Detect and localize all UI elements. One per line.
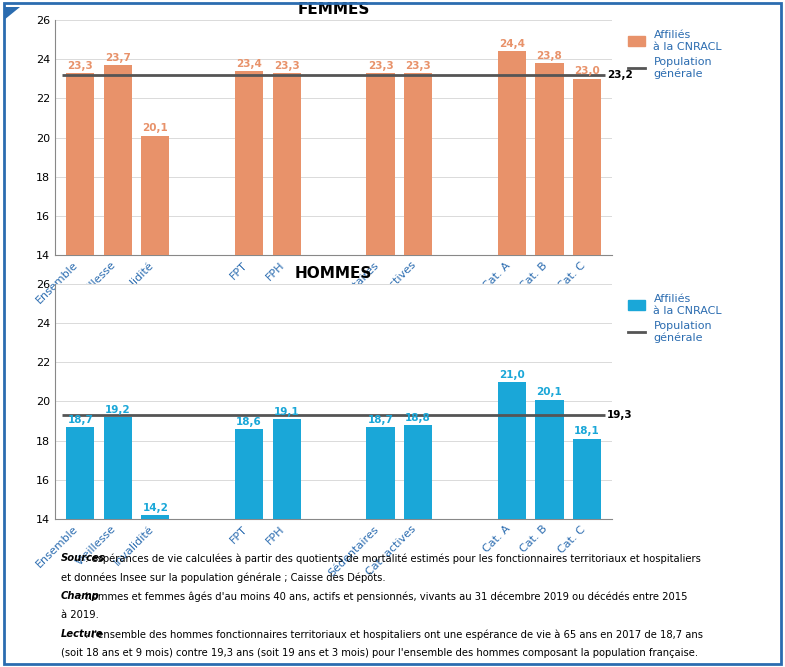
Bar	[235, 429, 263, 519]
Bar	[573, 439, 601, 519]
Bar	[104, 65, 132, 255]
Text: 23,0: 23,0	[574, 67, 600, 77]
Bar	[66, 427, 94, 519]
Text: 23,3: 23,3	[405, 61, 431, 71]
Text: 14,2: 14,2	[142, 503, 168, 513]
Bar	[367, 73, 395, 255]
Text: 20,1: 20,1	[537, 387, 562, 397]
Bar	[498, 382, 526, 519]
Text: (soit 18 ans et 9 mois) contre 19,3 ans (soit 19 ans et 3 mois) pour l'ensemble : (soit 18 ans et 9 mois) contre 19,3 ans …	[60, 648, 698, 658]
Title: HOMMES: HOMMES	[295, 266, 372, 281]
Legend: Affiliés
à la CNRACL, Population
générale: Affiliés à la CNRACL, Population général…	[623, 289, 726, 348]
Text: et données Insee sur la population générale ; Caisse des Dépôts.: et données Insee sur la population génér…	[60, 572, 385, 583]
Text: 18,1: 18,1	[574, 426, 600, 436]
Text: 18,7: 18,7	[367, 415, 393, 425]
Bar	[535, 400, 564, 519]
Bar	[535, 63, 564, 255]
Text: : espérances de vie calculées à partir des quotients de mortalité estimés pour l: : espérances de vie calculées à partir d…	[82, 553, 701, 564]
Bar	[66, 73, 94, 255]
Text: 18,7: 18,7	[68, 415, 93, 425]
Text: 23,2: 23,2	[607, 70, 633, 80]
Title: FEMMES: FEMMES	[298, 3, 370, 17]
Bar	[404, 73, 433, 255]
Text: 23,7: 23,7	[105, 53, 131, 63]
Text: : hommes et femmes âgés d'au moins 40 ans, actifs et pensionnés, vivants au 31 d: : hommes et femmes âgés d'au moins 40 an…	[76, 591, 688, 602]
Bar	[141, 515, 170, 519]
Legend: Affiliés
à la CNRACL, Population
générale: Affiliés à la CNRACL, Population général…	[623, 25, 726, 84]
Text: 18,6: 18,6	[236, 417, 262, 427]
Text: 20,1: 20,1	[142, 123, 168, 133]
Text: 21,0: 21,0	[499, 370, 525, 380]
Bar	[367, 427, 395, 519]
Bar	[498, 51, 526, 255]
Text: 23,3: 23,3	[367, 61, 393, 71]
Bar	[272, 73, 301, 255]
Text: 23,3: 23,3	[68, 61, 93, 71]
Text: 19,3: 19,3	[607, 410, 632, 420]
Text: à 2019.: à 2019.	[60, 610, 98, 620]
Text: 24,4: 24,4	[499, 39, 525, 49]
Text: 19,2: 19,2	[105, 405, 130, 415]
Bar	[104, 417, 132, 519]
Text: : l'ensemble des hommes fonctionnaires territoriaux et hospitaliers ont une espé: : l'ensemble des hommes fonctionnaires t…	[82, 630, 703, 640]
Bar	[573, 79, 601, 255]
Text: Champ: Champ	[60, 591, 99, 601]
Text: 19,1: 19,1	[274, 407, 300, 417]
Text: 23,4: 23,4	[236, 59, 262, 69]
Bar	[141, 135, 170, 255]
Bar	[404, 425, 433, 519]
Text: Sources: Sources	[60, 553, 105, 563]
Bar	[272, 419, 301, 519]
Text: Lecture: Lecture	[60, 630, 103, 640]
Text: 18,8: 18,8	[405, 413, 431, 423]
Bar	[235, 71, 263, 255]
Text: 23,8: 23,8	[537, 51, 562, 61]
Text: 23,3: 23,3	[274, 61, 300, 71]
